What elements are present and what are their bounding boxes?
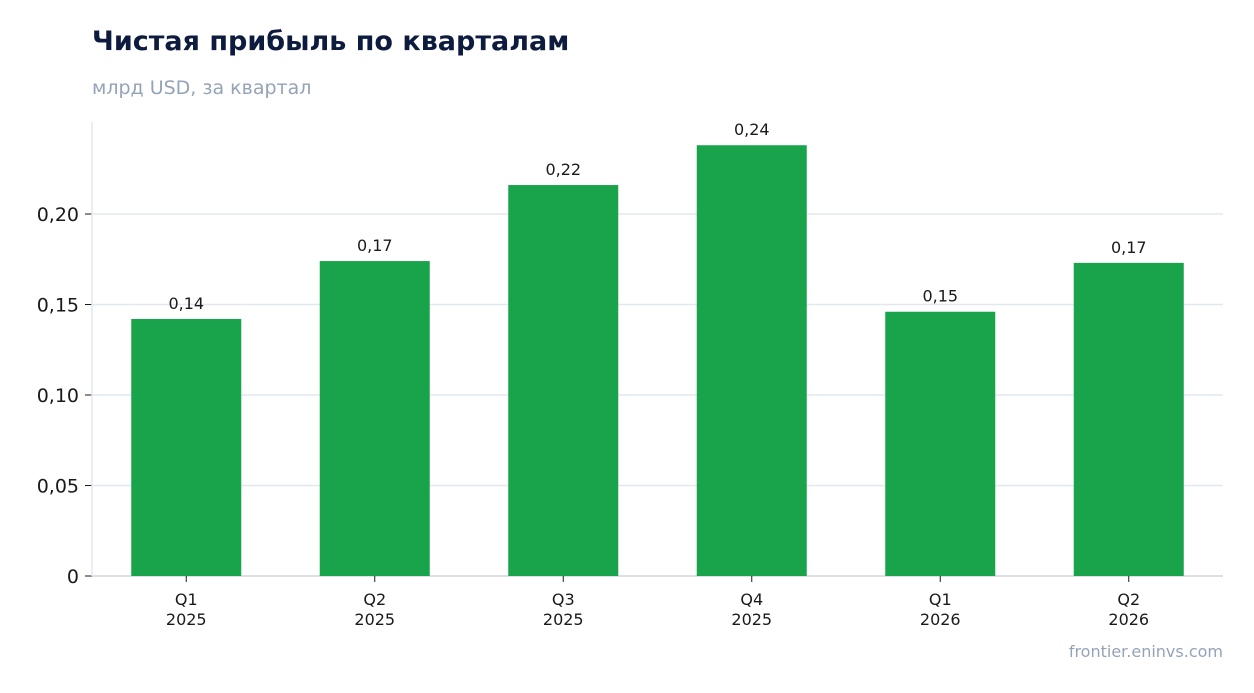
y-tick-label: 0 [67,566,79,588]
bar [1073,262,1184,576]
x-tick-label-quarter: Q3 [552,590,575,609]
x-tick-label-year: 2025 [731,610,772,629]
y-tick-label: 0,15 [37,295,79,317]
x-tick-label-quarter: Q2 [1117,590,1140,609]
x-tick-label-quarter: Q4 [740,590,763,609]
data-label: 0,14 [168,294,204,313]
chart-title: Чистая прибыль по кварталам [92,26,570,57]
data-label: 0,22 [545,160,581,179]
source-credit: frontier.eninvs.com [1068,642,1223,661]
x-tick-label-year: 2026 [1108,610,1149,629]
x-tick-label-year: 2025 [543,610,584,629]
x-tick-label-quarter: Q2 [363,590,386,609]
data-label: 0,15 [922,287,958,306]
x-tick-label-year: 2025 [166,610,207,629]
bar [696,145,807,576]
data-label: 0,24 [734,120,770,139]
bar [131,318,242,576]
x-tick-label-quarter: Q1 [175,590,198,609]
x-tick-label-year: 2025 [354,610,395,629]
bar [319,261,430,576]
bar [885,311,996,576]
x-tick-label-quarter: Q1 [929,590,952,609]
bar [508,185,619,577]
x-tick-label-year: 2026 [920,610,961,629]
data-label: 0,17 [1111,238,1147,257]
data-label: 0,17 [357,236,393,255]
chart-subtitle: млрд USD, за квартал [92,77,312,99]
y-tick-label: 0,20 [37,204,79,226]
y-tick-label: 0,05 [37,476,79,498]
y-tick-label: 0,10 [37,385,79,407]
